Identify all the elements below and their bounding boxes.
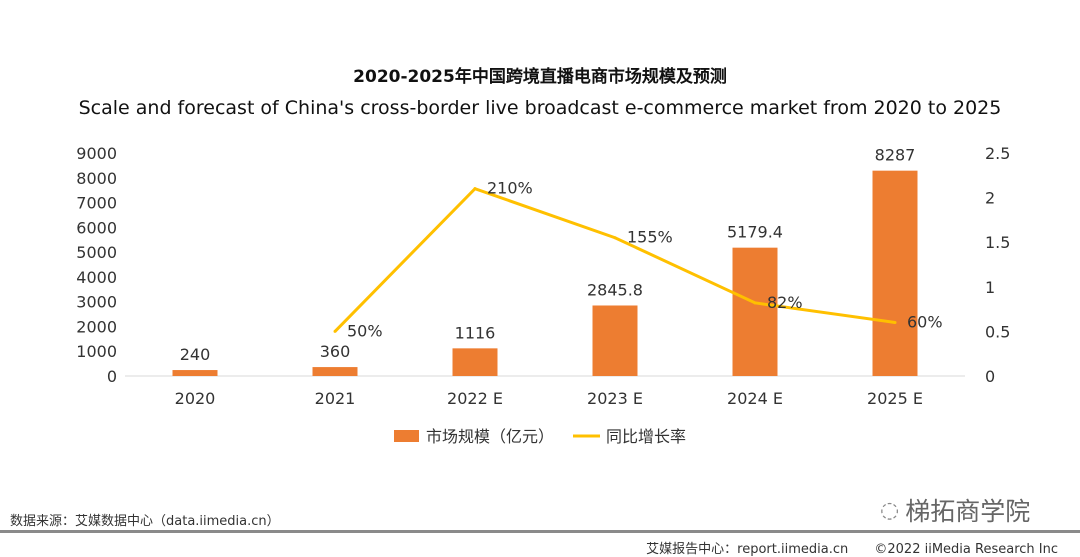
bar bbox=[452, 348, 498, 376]
y-left-tick: 3000 bbox=[76, 293, 117, 312]
bar-label: 1116 bbox=[455, 323, 496, 342]
y-left-tick: 6000 bbox=[76, 218, 117, 237]
y-left-tick: 4000 bbox=[76, 268, 117, 287]
line-label: 210% bbox=[487, 179, 533, 198]
bar bbox=[312, 367, 358, 376]
line-point bbox=[473, 187, 477, 191]
bar bbox=[172, 370, 218, 376]
x-tick: 2022 E bbox=[447, 389, 503, 408]
footer: 艾媒报告中心：report.iimedia.cn ©2022 iiMedia R… bbox=[624, 538, 1058, 557]
line-label: 155% bbox=[627, 228, 673, 247]
x-tick: 2023 E bbox=[587, 389, 643, 408]
y-left-tick: 5000 bbox=[76, 243, 117, 262]
x-tick: 2024 E bbox=[727, 389, 783, 408]
bar-label: 360 bbox=[320, 342, 351, 361]
source-note: 数据来源：艾媒数据中心（data.iimedia.cn） bbox=[10, 514, 280, 529]
x-tick: 2020 bbox=[175, 389, 216, 408]
wechat-icon: ◌ bbox=[880, 497, 900, 523]
line-point bbox=[613, 236, 617, 240]
bar-label: 8287 bbox=[875, 146, 916, 165]
bar bbox=[732, 247, 778, 376]
footer-divider bbox=[0, 530, 1080, 533]
legend-bar-label: 市场规模（亿元） bbox=[426, 427, 554, 446]
y-right-tick: 1.5 bbox=[985, 233, 1010, 252]
bar-label: 5179.4 bbox=[727, 223, 783, 242]
copyright: ©2022 iiMedia Research Inc bbox=[874, 542, 1058, 557]
y-left-tick: 1000 bbox=[76, 342, 117, 361]
y-right-tick: 0 bbox=[985, 367, 995, 386]
line-label: 50% bbox=[347, 321, 383, 340]
y-right-tick: 2 bbox=[985, 189, 995, 208]
line-point bbox=[333, 329, 337, 333]
line-point bbox=[893, 320, 897, 324]
y-left-tick: 8000 bbox=[76, 169, 117, 188]
y-right-tick: 2.5 bbox=[985, 144, 1010, 163]
legend-line-label: 同比增长率 bbox=[606, 427, 686, 446]
line-label: 60% bbox=[907, 312, 943, 331]
bar-label: 240 bbox=[180, 345, 211, 364]
legend-bar-swatch bbox=[394, 430, 419, 442]
bar bbox=[592, 305, 638, 376]
y-left-tick: 7000 bbox=[76, 194, 117, 213]
chart-title: 2020-2025年中国跨境直播电商市场规模及预测 bbox=[353, 67, 727, 87]
line-point bbox=[753, 301, 757, 305]
chart-subtitle: Scale and forecast of China's cross-bord… bbox=[78, 97, 1002, 119]
line-label: 82% bbox=[767, 293, 803, 312]
y-right-tick: 1 bbox=[985, 278, 995, 297]
watermark-text: 梯拓商学院 bbox=[905, 497, 1031, 526]
y-left-tick: 0 bbox=[107, 367, 117, 386]
bar-label: 2845.8 bbox=[587, 280, 643, 299]
watermark: ◌ 梯拓商学院 bbox=[880, 492, 1030, 528]
x-tick: 2025 E bbox=[867, 389, 923, 408]
y-left-tick: 2000 bbox=[76, 317, 117, 336]
x-tick: 2021 bbox=[315, 389, 356, 408]
y-right-tick: 0.5 bbox=[985, 322, 1010, 341]
report-link: 艾媒报告中心：report.iimedia.cn bbox=[646, 542, 849, 557]
bar bbox=[872, 170, 918, 376]
y-left-tick: 9000 bbox=[76, 144, 117, 163]
